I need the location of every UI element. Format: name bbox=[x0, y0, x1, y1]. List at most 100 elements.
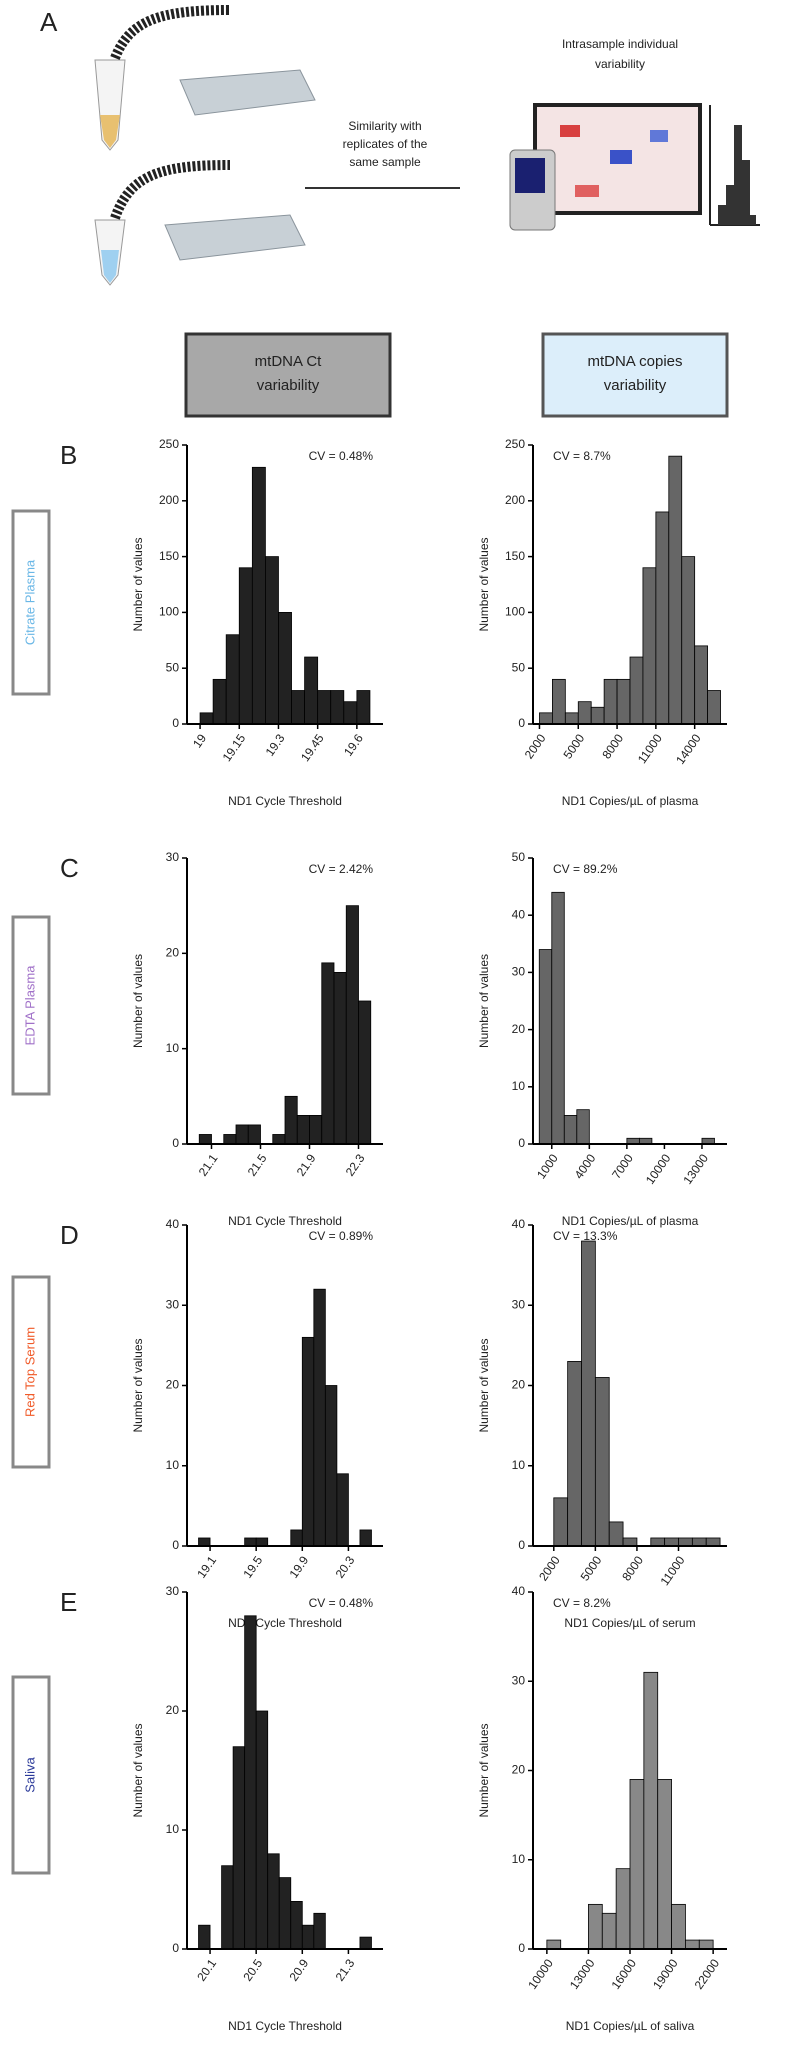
row-label-box bbox=[11, 1275, 51, 1469]
bar bbox=[552, 678, 566, 725]
x-tick-label: 20.9 bbox=[286, 1956, 311, 1983]
bar bbox=[707, 690, 721, 725]
cv-annotation: CV = 0.48% bbox=[309, 449, 374, 463]
bar bbox=[291, 690, 305, 725]
bar bbox=[278, 612, 292, 725]
bar bbox=[304, 656, 319, 725]
bar bbox=[272, 1134, 286, 1145]
bar bbox=[278, 1877, 292, 1950]
x-tick-label: 13000 bbox=[680, 1151, 711, 1187]
y-tick-label: 0 bbox=[518, 1136, 525, 1150]
header-box-copies bbox=[541, 332, 729, 418]
bar bbox=[198, 1134, 212, 1145]
bar bbox=[601, 1912, 617, 1950]
x-tick-label: 11000 bbox=[635, 731, 665, 766]
y-tick-label: 200 bbox=[505, 493, 525, 507]
bar bbox=[698, 1939, 714, 1950]
y-tick-label: 0 bbox=[172, 716, 179, 730]
bar bbox=[590, 706, 605, 725]
row-label: Citrate Plasma bbox=[22, 559, 37, 645]
x-tick-label: 20.3 bbox=[333, 1553, 358, 1580]
bar bbox=[694, 645, 709, 725]
y-axis-label: Number of values bbox=[131, 1338, 145, 1432]
bar bbox=[255, 1710, 269, 1950]
row-label: Red Top Serum bbox=[22, 1327, 37, 1417]
y-tick-label: 20 bbox=[166, 1378, 180, 1392]
bar bbox=[235, 1124, 249, 1145]
x-tick-label: 19 bbox=[190, 731, 209, 750]
bar bbox=[553, 1497, 569, 1547]
y-axis-label: Number of values bbox=[477, 954, 491, 1048]
bar bbox=[345, 905, 359, 1145]
column-header: mtDNA Ct bbox=[255, 353, 323, 370]
panel-letter: C bbox=[60, 853, 79, 883]
bar bbox=[290, 1529, 303, 1547]
bar bbox=[629, 656, 644, 725]
y-tick-label: 0 bbox=[172, 1941, 179, 1955]
y-tick-label: 20 bbox=[166, 946, 180, 960]
bar bbox=[643, 1671, 659, 1950]
bar bbox=[538, 949, 553, 1145]
bar bbox=[681, 556, 696, 725]
bar bbox=[301, 1336, 315, 1547]
bar bbox=[705, 1537, 721, 1547]
x-tick-label: 11000 bbox=[657, 1553, 687, 1588]
y-tick-label: 0 bbox=[518, 1941, 525, 1955]
cv-annotation: CV = 89.2% bbox=[553, 862, 618, 876]
y-tick-label: 40 bbox=[166, 1217, 180, 1231]
y-tick-label: 30 bbox=[512, 965, 526, 979]
x-tick-label: 21.9 bbox=[294, 1151, 319, 1178]
x-axis-label: ND1 Copies/µL of saliva bbox=[566, 2019, 695, 2033]
bar bbox=[359, 1529, 372, 1547]
y-axis-label: Number of values bbox=[131, 537, 145, 631]
bar bbox=[343, 701, 358, 725]
bar bbox=[650, 1537, 666, 1547]
y-axis-label: Number of values bbox=[131, 954, 145, 1048]
bar bbox=[577, 701, 592, 725]
bar bbox=[642, 567, 657, 725]
x-tick-label: 22000 bbox=[692, 1956, 723, 1992]
x-tick-label: 21.1 bbox=[196, 1151, 221, 1178]
x-tick-label: 8000 bbox=[599, 731, 626, 761]
y-axis-label: Number of values bbox=[477, 1338, 491, 1432]
x-tick-label: 10000 bbox=[525, 1956, 556, 1992]
tube-liquid bbox=[101, 250, 119, 283]
bar bbox=[223, 1134, 237, 1145]
y-tick-label: 20 bbox=[512, 1763, 526, 1777]
bar bbox=[336, 1473, 349, 1547]
x-tick-label: 8000 bbox=[619, 1553, 646, 1583]
y-tick-label: 0 bbox=[518, 716, 525, 730]
bar bbox=[691, 1537, 707, 1547]
row-label: EDTA Plasma bbox=[22, 965, 37, 1046]
bar bbox=[251, 466, 266, 725]
x-tick-label: 2000 bbox=[536, 1553, 563, 1583]
mini-histogram bbox=[718, 125, 756, 225]
y-tick-label: 40 bbox=[512, 1584, 526, 1598]
plate bbox=[179, 69, 316, 116]
row-label-box bbox=[11, 509, 51, 696]
bar bbox=[284, 1095, 298, 1145]
y-tick-label: 40 bbox=[512, 1217, 526, 1231]
bar bbox=[539, 712, 553, 725]
bar bbox=[333, 972, 347, 1145]
x-tick-label: 4000 bbox=[572, 1151, 599, 1181]
bar bbox=[655, 511, 670, 725]
y-tick-label: 20 bbox=[512, 1022, 526, 1036]
y-tick-label: 100 bbox=[159, 605, 179, 619]
x-tick-label: 16000 bbox=[608, 1956, 639, 1992]
x-tick-label: 21.3 bbox=[333, 1956, 358, 1983]
y-tick-label: 30 bbox=[512, 1297, 526, 1311]
bar bbox=[608, 1521, 624, 1547]
bar bbox=[301, 1924, 315, 1950]
bar bbox=[616, 678, 631, 725]
x-tick-label: 20.5 bbox=[240, 1956, 265, 1983]
x-axis-label: ND1 Cycle Threshold bbox=[228, 1214, 342, 1228]
bar bbox=[221, 1865, 234, 1950]
bar bbox=[324, 1385, 338, 1547]
y-tick-label: 20 bbox=[512, 1378, 526, 1392]
bar bbox=[359, 1936, 372, 1950]
x-tick-label: 7000 bbox=[609, 1151, 636, 1181]
y-tick-label: 30 bbox=[166, 1297, 180, 1311]
y-tick-label: 10 bbox=[512, 1079, 526, 1093]
